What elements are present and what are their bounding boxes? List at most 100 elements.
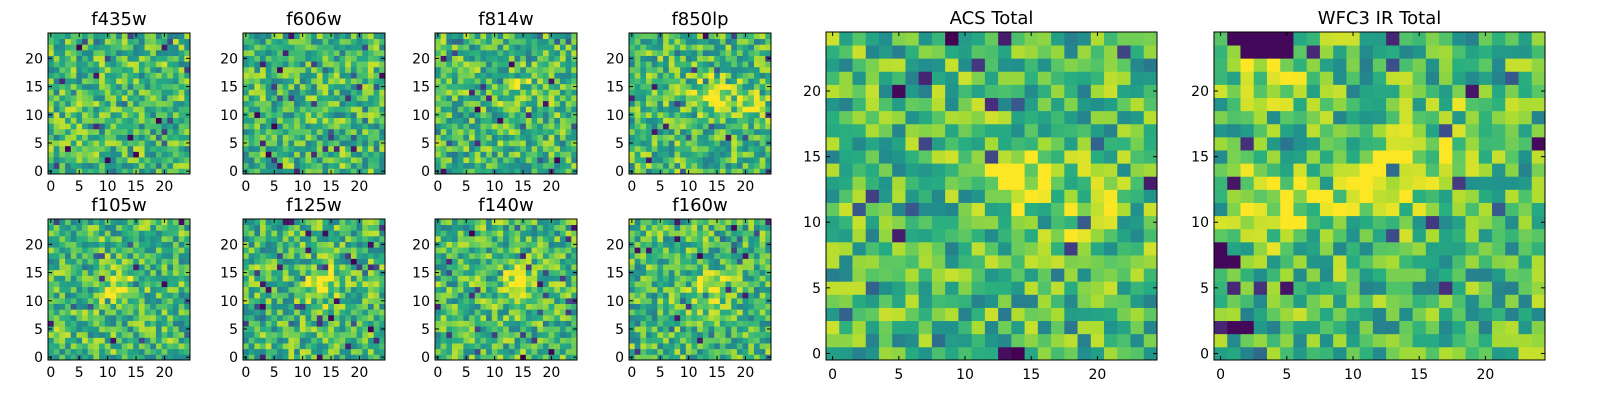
heatmap-cell xyxy=(503,72,510,79)
heatmap-cell xyxy=(548,55,555,62)
heatmap-cell xyxy=(537,33,544,40)
heatmap-cell xyxy=(463,123,470,130)
heatmap-cell xyxy=(288,72,295,79)
heatmap-cell xyxy=(542,140,549,147)
heatmap-cell xyxy=(646,320,653,327)
heatmap-cell xyxy=(167,241,174,248)
heatmap-cell xyxy=(277,111,284,118)
heatmap-cell xyxy=(736,111,743,118)
heatmap-cell xyxy=(282,100,289,107)
heatmap-cell xyxy=(339,281,346,288)
heatmap-cell xyxy=(299,348,306,355)
heatmap-cell xyxy=(322,111,329,118)
heatmap-cell xyxy=(480,49,487,56)
heatmap-cell xyxy=(531,331,538,338)
heatmap-cell xyxy=(379,38,386,45)
heatmap-cell xyxy=(367,275,375,282)
heatmap-cell xyxy=(742,140,749,147)
heatmap-cell xyxy=(305,258,312,265)
y-tick-label: 5 xyxy=(34,322,43,338)
heatmap-cell xyxy=(565,326,572,333)
y-tick-label: 20 xyxy=(606,51,624,67)
heatmap-cell xyxy=(161,235,168,242)
heatmap-cell xyxy=(629,286,636,293)
heatmap-cell xyxy=(248,314,255,321)
heatmap-cell xyxy=(554,303,561,310)
heatmap-cell xyxy=(299,224,306,231)
heatmap-cell xyxy=(93,252,100,259)
heatmap-cell xyxy=(379,320,386,327)
heatmap-cell xyxy=(367,297,375,304)
heatmap-cell xyxy=(133,331,140,338)
heatmap-cell xyxy=(299,66,306,73)
heatmap-cell xyxy=(548,281,555,288)
heatmap-cell xyxy=(379,106,386,113)
heatmap-cell xyxy=(486,140,493,147)
heatmap-cell xyxy=(104,297,111,304)
heatmap-cell xyxy=(167,224,174,231)
heatmap-cell xyxy=(373,151,380,158)
heatmap-cell xyxy=(373,111,380,118)
heatmap-cell xyxy=(565,235,572,242)
heatmap-cell xyxy=(316,354,323,361)
heatmap-cell xyxy=(356,117,363,124)
heatmap-cell xyxy=(138,123,145,130)
heatmap-cell xyxy=(265,354,272,361)
heatmap-cell xyxy=(82,100,89,107)
heatmap-cell xyxy=(161,348,168,355)
heatmap-cell xyxy=(480,314,487,321)
heatmap-cell xyxy=(48,134,55,141)
heatmap-cell xyxy=(753,100,761,107)
heatmap-cell xyxy=(702,314,709,321)
heatmap-cell xyxy=(634,326,641,333)
heatmap-cell xyxy=(271,235,278,242)
heatmap-cell xyxy=(150,95,157,102)
heatmap-cell xyxy=(167,123,174,130)
heatmap-cell xyxy=(440,348,447,355)
heatmap-cell xyxy=(322,252,329,259)
heatmap-cell xyxy=(486,297,493,304)
y-tick-label: 10 xyxy=(606,108,624,124)
heatmap-cell xyxy=(748,320,755,327)
heatmap-cell xyxy=(59,78,66,85)
heatmap-cell xyxy=(537,241,544,248)
heatmap-cell xyxy=(657,78,664,85)
x-tick-label: 0 xyxy=(241,179,250,195)
heatmap-cell xyxy=(520,140,527,147)
heatmap-cell xyxy=(104,264,111,271)
heatmap-cell xyxy=(542,128,549,135)
heatmap-cell xyxy=(65,230,72,237)
heatmap-cell xyxy=(742,89,749,96)
heatmap-cell xyxy=(663,66,670,73)
heatmap-cell xyxy=(452,33,459,40)
heatmap-cell xyxy=(736,303,743,310)
heatmap-cell xyxy=(316,49,323,56)
heatmap-cell xyxy=(640,343,647,350)
heatmap-cell xyxy=(691,348,698,355)
heatmap-cell xyxy=(525,309,532,316)
heatmap-cell xyxy=(753,111,761,118)
heatmap-cell xyxy=(311,168,318,175)
heatmap-cell xyxy=(753,61,761,68)
heatmap-cell xyxy=(373,72,380,79)
heatmap-cell xyxy=(356,337,363,344)
heatmap-cell xyxy=(144,123,151,130)
heatmap-cell xyxy=(172,134,180,141)
heatmap-cell xyxy=(93,224,100,231)
heatmap-cell xyxy=(311,134,318,141)
heatmap-cell xyxy=(440,258,447,265)
heatmap-cell xyxy=(463,331,470,338)
heatmap-cell xyxy=(93,230,100,237)
heatmap-cell xyxy=(116,309,123,316)
heatmap-cell xyxy=(514,303,521,310)
heatmap-cell xyxy=(379,100,386,107)
heatmap-cell xyxy=(753,145,761,152)
heatmap-cell xyxy=(316,337,323,344)
heatmap-cell xyxy=(663,89,670,96)
heatmap-cell xyxy=(646,140,653,147)
heatmap-cell xyxy=(680,128,687,135)
heatmap-cell xyxy=(765,38,772,45)
heatmap-cell xyxy=(243,331,250,338)
heatmap-cell xyxy=(435,247,442,254)
heatmap-cell xyxy=(725,89,732,96)
